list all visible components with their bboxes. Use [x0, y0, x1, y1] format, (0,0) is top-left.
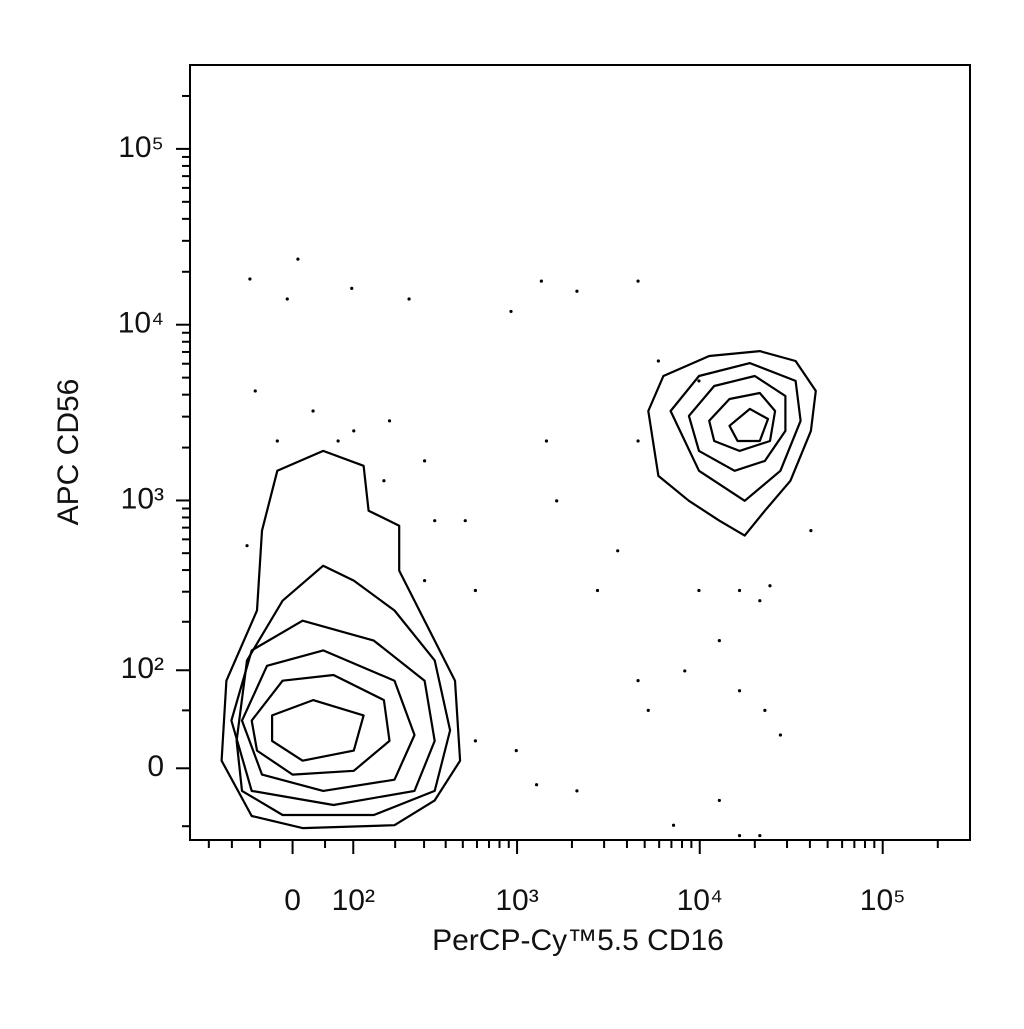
- event-dot: [758, 599, 762, 603]
- event-dot: [422, 578, 427, 583]
- event-dot: [778, 733, 783, 737]
- x-tick-label: 0: [284, 884, 301, 917]
- y-tick-label: 0: [147, 750, 164, 783]
- event-dot: [539, 279, 543, 283]
- event-dot: [473, 588, 477, 593]
- contour-line: [647, 350, 817, 537]
- contour-line: [728, 407, 770, 443]
- event-dot: [697, 379, 701, 383]
- event-dot: [636, 279, 640, 283]
- x-tick-label: 10²: [332, 884, 375, 917]
- event-dot: [422, 459, 427, 463]
- contour-line: [220, 449, 462, 830]
- x-axis-label: PerCP-Cy™5.5 CD16: [432, 924, 724, 957]
- event-dot: [514, 749, 518, 753]
- event-dot: [311, 409, 315, 413]
- y-tick-label: 10⁴: [118, 307, 164, 340]
- contour-line: [669, 362, 802, 502]
- event-dot: [336, 439, 340, 443]
- event-dot: [575, 789, 579, 793]
- x-tick-label: 10⁴: [677, 884, 723, 917]
- event-dot: [646, 708, 650, 712]
- event-dot: [763, 708, 767, 712]
- event-dot: [616, 549, 620, 553]
- contour-line: [271, 699, 365, 762]
- event-dot: [697, 588, 701, 593]
- contour-line: [708, 391, 777, 452]
- event-dot: [768, 584, 772, 588]
- event-dot: [382, 479, 386, 483]
- event-dot: [534, 783, 539, 787]
- event-dot: [544, 439, 549, 443]
- event-dot: [285, 297, 289, 301]
- event-dot: [248, 277, 252, 281]
- event-dot: [595, 588, 600, 593]
- event-dot: [473, 739, 477, 743]
- contour-line: [687, 374, 787, 472]
- event-dot: [245, 544, 249, 548]
- event-dot: [809, 529, 813, 533]
- event-dot: [737, 588, 742, 593]
- event-dot: [656, 359, 660, 363]
- event-dot: [352, 429, 356, 433]
- contour-line: [250, 673, 391, 776]
- event-dot: [555, 499, 559, 503]
- event-dot: [296, 257, 300, 261]
- y-tick-label: 10²: [121, 652, 164, 685]
- contour-line: [235, 564, 452, 817]
- event-dot: [671, 823, 676, 827]
- y-axis-label: APC CD56: [52, 379, 85, 526]
- x-tick-label: 10³: [495, 884, 538, 917]
- event-dot: [253, 389, 257, 393]
- event-dot: [407, 297, 411, 301]
- event-dot: [575, 289, 579, 293]
- event-dot: [509, 309, 513, 314]
- event-dot: [433, 519, 437, 523]
- event-dot: [758, 833, 762, 838]
- event-dot: [463, 519, 467, 523]
- plot-frame: [189, 64, 971, 841]
- event-dot: [737, 689, 742, 693]
- contour-line: [240, 649, 416, 792]
- event-dot: [717, 639, 721, 643]
- y-tick-label: 10³: [121, 482, 164, 515]
- event-dot: [636, 439, 640, 443]
- event-dot: [636, 679, 640, 683]
- contour-line: [230, 619, 436, 807]
- event-dot: [275, 439, 279, 443]
- y-tick-label: 10⁵: [118, 131, 164, 164]
- x-tick-label: 10⁵: [860, 884, 906, 917]
- event-dot: [737, 833, 742, 838]
- event-dot: [387, 419, 392, 423]
- event-dot: [350, 286, 354, 290]
- event-dot: [683, 669, 687, 673]
- event-dot: [717, 798, 721, 803]
